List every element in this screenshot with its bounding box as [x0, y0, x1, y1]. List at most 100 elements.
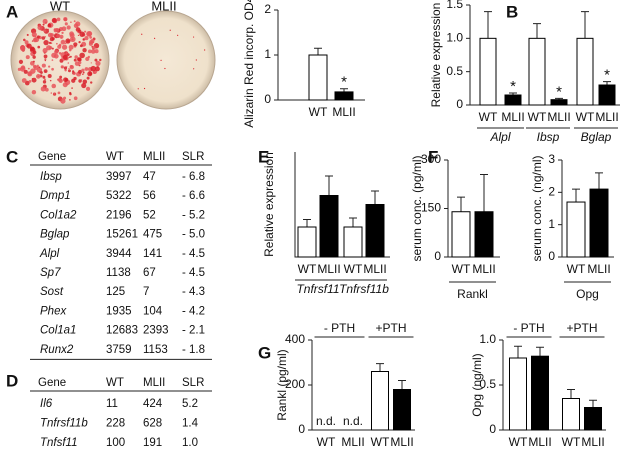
- bar: [371, 371, 389, 431]
- stain-dot: [77, 57, 82, 62]
- stain-dot: [64, 42, 67, 45]
- table-cell: 1153: [143, 344, 168, 356]
- y-tick-label: 400: [285, 332, 305, 346]
- table-cell: - 4.5: [182, 248, 205, 260]
- stain-dot: [87, 49, 92, 54]
- stain-dot: [33, 65, 39, 71]
- stain-dot: [154, 37, 156, 39]
- stain-dot: [192, 36, 195, 38]
- stain-dot: [64, 69, 67, 72]
- y-tick-label: 0.5: [479, 377, 496, 391]
- y-tick-label: 0: [456, 97, 463, 111]
- table-cell: 3759: [106, 344, 132, 356]
- stain-dot: [81, 82, 87, 89]
- table-cell: Col1a2: [40, 209, 77, 221]
- stain-dot: [90, 81, 93, 84]
- stain-dot: [90, 65, 96, 72]
- bar: [550, 99, 568, 106]
- y-tick-label: 0: [298, 422, 305, 436]
- stain-dot: [56, 17, 61, 22]
- y-tick-label: 1: [548, 217, 555, 231]
- stain-dot: [41, 63, 46, 68]
- stain-dot: [71, 87, 73, 89]
- table-cell: 3997: [106, 171, 132, 183]
- stain-dot: [69, 36, 76, 43]
- group-label: Tnfrsf11: [296, 282, 339, 296]
- stain-dot: [56, 42, 58, 45]
- x-axis-label: Opg: [576, 287, 599, 301]
- bar-label: WT: [371, 435, 390, 449]
- stain-dot: [59, 34, 64, 39]
- stain-dot: [31, 77, 37, 83]
- stain-dot: [65, 77, 69, 82]
- bar: [334, 91, 354, 101]
- bar-label: MLII: [341, 435, 364, 449]
- stain-dot: [69, 31, 74, 37]
- error-bar: [595, 172, 603, 190]
- stain-dot: [43, 29, 47, 33]
- error-bar: [589, 399, 597, 408]
- bar-label: WT: [562, 435, 581, 449]
- stain-dot: [70, 21, 72, 24]
- stain-dot: [164, 67, 166, 70]
- bar-label: WT: [528, 110, 547, 124]
- stain-dot: [51, 52, 57, 58]
- stain-dot: [169, 29, 171, 31]
- y-axis-label: Alizarin Red incorp. OD405: [242, 0, 256, 128]
- bar: [562, 398, 580, 431]
- stain-dot: [42, 18, 48, 25]
- stain-dot: [193, 68, 195, 70]
- bar-label: WT: [309, 105, 328, 119]
- stain-dot: [46, 45, 52, 51]
- dish-label: WT: [50, 0, 70, 13]
- significance: *: [341, 74, 347, 91]
- error-bar: [303, 219, 311, 227]
- stain-dot: [51, 37, 55, 41]
- table-header: Gene: [38, 151, 66, 163]
- table-cell: 3944: [106, 248, 132, 260]
- significance: *: [510, 78, 516, 95]
- error-bar: [376, 363, 384, 372]
- bar-label: MLII: [595, 110, 618, 124]
- table-cell: Sp7: [40, 267, 61, 279]
- stain-dot: [61, 31, 64, 35]
- stain-dot: [41, 36, 46, 40]
- stain-dot: [32, 60, 35, 63]
- stain-dot: [95, 60, 101, 67]
- table-header: MLII: [143, 151, 165, 163]
- y-tick-label: 2: [548, 185, 555, 199]
- table-cell: - 5.0: [182, 229, 205, 241]
- stain-dot: [87, 71, 93, 77]
- error-bar: [457, 196, 465, 212]
- stain-dot: [38, 66, 41, 69]
- group-label: +PTH: [566, 321, 597, 335]
- stain-dot: [56, 33, 61, 39]
- stain-dot: [79, 31, 85, 37]
- stain-dot: [73, 42, 78, 47]
- stain-dot: [195, 59, 197, 61]
- group-label: Ibsp: [537, 130, 560, 144]
- table-cell: - 6.6: [182, 190, 205, 202]
- bar: [584, 407, 602, 431]
- stain-dot: [57, 44, 62, 49]
- stain-dot: [177, 34, 179, 36]
- y-tick-label: 0.5: [446, 64, 463, 78]
- table-cell: Runx2: [40, 344, 74, 356]
- stain-dot: [94, 49, 99, 54]
- stain-dot: [61, 26, 67, 32]
- bar-label: WT: [576, 110, 595, 124]
- table-cell: 628: [143, 418, 162, 430]
- error-bar: [572, 188, 580, 203]
- stain-dot: [20, 45, 26, 52]
- bar: [566, 201, 586, 258]
- stain-dot: [143, 87, 146, 90]
- group-label: Alpl: [489, 130, 510, 144]
- stain-dot: [77, 34, 80, 36]
- bar-label: WT: [452, 262, 471, 276]
- stain-dot: [160, 59, 162, 61]
- stain-dot: [32, 34, 35, 37]
- error-bar: [567, 389, 575, 399]
- stain-dot: [17, 67, 21, 71]
- table-header: WT: [106, 377, 124, 389]
- stain-dot: [57, 91, 61, 95]
